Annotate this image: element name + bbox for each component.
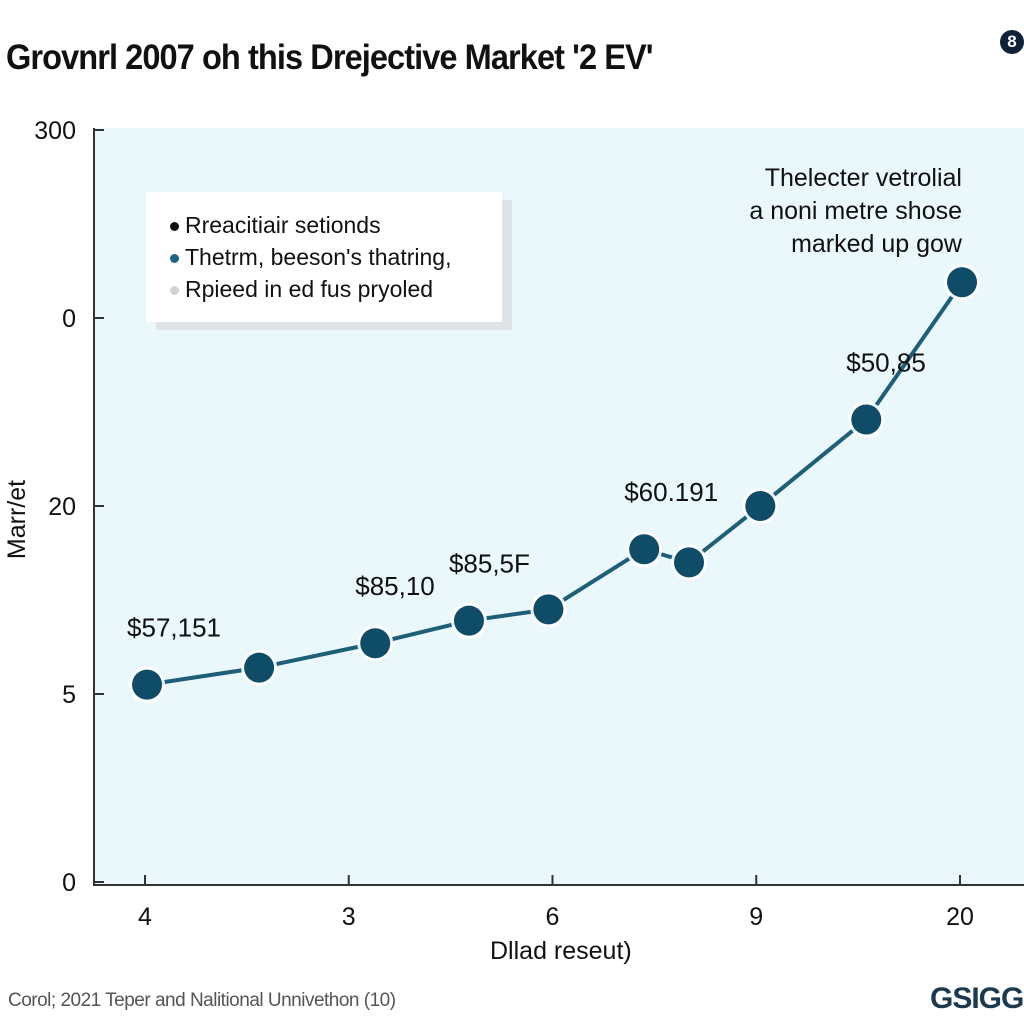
- legend-item: Rpieed in ed fus pryoled: [170, 276, 433, 303]
- x-tick-label: 6: [546, 903, 560, 931]
- source-note: Corol; 2021 Teper and Nalitional Unnivet…: [8, 990, 396, 1011]
- legend-dot-icon: [170, 254, 179, 264]
- legend-label: Rreacitiair setionds: [185, 212, 381, 238]
- y-tick-label: 0: [62, 869, 76, 897]
- number-badge: 8: [1000, 30, 1024, 54]
- data-label: $85,10: [355, 571, 435, 601]
- x-axis-label: Dllad reseut): [490, 937, 632, 965]
- annotation-line: marked up gow: [791, 230, 962, 258]
- legend-label: Thetrm, beeson's thatring,: [185, 244, 452, 270]
- legend-item: Rreacitiair setionds: [170, 212, 381, 239]
- legend: Rreacitiair setionds Thetrm, beeson's th…: [146, 192, 502, 322]
- legend-dot-icon: [170, 222, 179, 232]
- y-tick-label: 20: [48, 493, 76, 521]
- data-point: [360, 628, 391, 659]
- data-point: [745, 491, 776, 521]
- x-tick-label: 9: [749, 903, 763, 931]
- y-axis-label: Marr/et: [3, 479, 32, 560]
- x-tick-label: 4: [138, 903, 152, 931]
- y-tick-label: 0: [62, 305, 76, 333]
- annotation-line: a noni metre shose: [749, 197, 962, 225]
- y-tick-label: 300: [34, 117, 76, 145]
- y-tick-label: 5: [62, 681, 76, 709]
- annotation: Thelecter vetrolial a noni metre shose m…: [749, 162, 962, 261]
- annotation-line: Thelecter vetrolial: [764, 164, 962, 192]
- data-label: $85,5F: [449, 549, 530, 579]
- data-point: [674, 547, 705, 578]
- data-point: [132, 669, 163, 700]
- data-point: [244, 652, 275, 683]
- data-label: $57,151: [127, 613, 221, 643]
- data-point: [629, 534, 660, 565]
- x-tick-label: 3: [342, 903, 356, 931]
- series-line: [146, 281, 964, 687]
- data-point: [453, 605, 484, 636]
- x-tick-label: 20: [946, 903, 974, 931]
- chart-title: Grovnrl 2007 oh this Drejective Market '…: [6, 38, 654, 77]
- data-label: $60.191: [624, 477, 718, 507]
- data-point: [947, 267, 978, 298]
- data-point: [533, 594, 564, 625]
- logo: GSIGG: [930, 982, 1024, 1015]
- data-label: $50,85: [846, 348, 926, 378]
- data-point: [851, 404, 882, 435]
- legend-dot-icon: [170, 286, 179, 296]
- legend-label: Rpieed in ed fus pryoled: [185, 276, 434, 302]
- legend-item: Thetrm, beeson's thatring,: [170, 244, 451, 271]
